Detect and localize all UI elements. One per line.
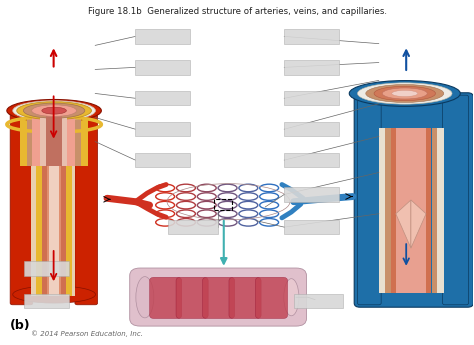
FancyBboxPatch shape	[396, 128, 426, 293]
FancyBboxPatch shape	[24, 294, 69, 308]
Ellipse shape	[357, 83, 452, 104]
FancyBboxPatch shape	[46, 107, 62, 166]
FancyBboxPatch shape	[57, 125, 61, 296]
Ellipse shape	[23, 103, 85, 118]
FancyBboxPatch shape	[136, 29, 190, 44]
Ellipse shape	[7, 99, 101, 122]
FancyBboxPatch shape	[354, 93, 474, 307]
Polygon shape	[12, 111, 30, 200]
Ellipse shape	[374, 86, 436, 101]
FancyBboxPatch shape	[42, 125, 46, 296]
FancyBboxPatch shape	[443, 95, 469, 305]
Ellipse shape	[136, 277, 154, 318]
Text: (b): (b)	[10, 318, 31, 332]
FancyBboxPatch shape	[136, 153, 190, 167]
FancyBboxPatch shape	[284, 122, 338, 136]
Ellipse shape	[13, 101, 95, 121]
FancyBboxPatch shape	[284, 187, 338, 202]
FancyBboxPatch shape	[284, 220, 338, 234]
Ellipse shape	[284, 279, 299, 316]
FancyBboxPatch shape	[31, 125, 36, 296]
FancyBboxPatch shape	[71, 125, 75, 296]
FancyBboxPatch shape	[379, 128, 385, 293]
FancyBboxPatch shape	[32, 107, 75, 166]
FancyBboxPatch shape	[150, 277, 182, 318]
FancyBboxPatch shape	[46, 125, 50, 296]
FancyBboxPatch shape	[27, 107, 81, 166]
FancyBboxPatch shape	[284, 60, 338, 75]
FancyBboxPatch shape	[229, 277, 261, 318]
FancyBboxPatch shape	[168, 220, 218, 234]
FancyBboxPatch shape	[19, 107, 88, 166]
FancyBboxPatch shape	[284, 153, 338, 167]
FancyBboxPatch shape	[284, 91, 338, 106]
FancyBboxPatch shape	[75, 112, 98, 305]
FancyBboxPatch shape	[255, 277, 288, 318]
Polygon shape	[396, 200, 411, 248]
Text: © 2014 Pearson Education, Inc.: © 2014 Pearson Education, Inc.	[31, 330, 144, 336]
Polygon shape	[78, 111, 95, 200]
FancyBboxPatch shape	[136, 91, 190, 106]
Ellipse shape	[392, 90, 418, 97]
FancyBboxPatch shape	[202, 277, 235, 318]
FancyBboxPatch shape	[357, 95, 381, 305]
FancyBboxPatch shape	[12, 107, 95, 166]
Ellipse shape	[32, 105, 76, 117]
Bar	[214, 199, 232, 210]
FancyBboxPatch shape	[176, 277, 208, 318]
Ellipse shape	[366, 85, 444, 102]
FancyBboxPatch shape	[130, 268, 307, 326]
Ellipse shape	[17, 102, 91, 120]
FancyBboxPatch shape	[10, 112, 33, 305]
Ellipse shape	[42, 107, 66, 114]
FancyBboxPatch shape	[136, 60, 190, 75]
FancyBboxPatch shape	[432, 128, 438, 293]
Ellipse shape	[383, 88, 427, 99]
FancyBboxPatch shape	[284, 29, 338, 44]
FancyBboxPatch shape	[391, 128, 396, 293]
FancyBboxPatch shape	[36, 125, 42, 296]
FancyBboxPatch shape	[426, 128, 431, 293]
Polygon shape	[411, 200, 426, 248]
FancyBboxPatch shape	[40, 107, 67, 166]
FancyBboxPatch shape	[61, 125, 66, 296]
FancyBboxPatch shape	[66, 125, 72, 296]
Ellipse shape	[13, 286, 95, 303]
FancyBboxPatch shape	[385, 128, 391, 293]
Ellipse shape	[349, 81, 460, 106]
FancyBboxPatch shape	[438, 128, 444, 293]
FancyBboxPatch shape	[136, 122, 190, 136]
FancyBboxPatch shape	[24, 261, 69, 276]
Text: Figure 18.1b  Generalized structure of arteries, veins, and capillaries.: Figure 18.1b Generalized structure of ar…	[88, 7, 386, 16]
FancyBboxPatch shape	[294, 294, 343, 308]
FancyBboxPatch shape	[49, 125, 59, 296]
